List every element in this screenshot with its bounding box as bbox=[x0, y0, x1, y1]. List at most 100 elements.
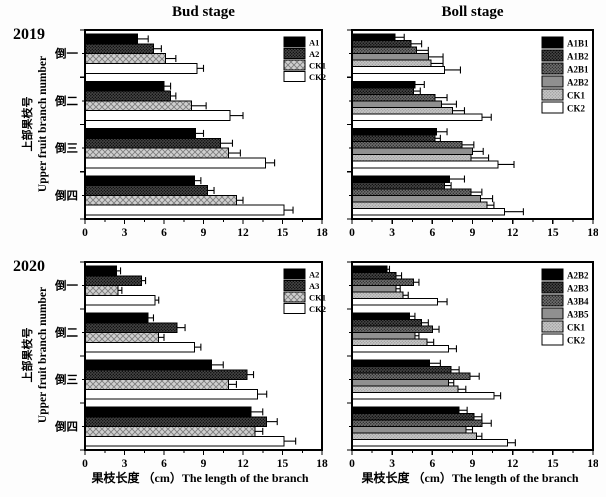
legend-label-CK1: CK1 bbox=[567, 91, 586, 101]
bar-CK1-倒二 bbox=[84, 332, 160, 343]
bar-A2B2-倒三 bbox=[351, 359, 431, 367]
x-tick-label: 18 bbox=[587, 458, 598, 470]
bar-CK2-倒四 bbox=[84, 204, 285, 216]
x-tick-label: 15 bbox=[547, 458, 559, 470]
bar-CK2-倒三 bbox=[84, 388, 258, 400]
legend-swatch-A2 bbox=[283, 48, 306, 59]
bar-CK2-倒二 bbox=[84, 110, 231, 121]
bar-CK2-倒一 bbox=[84, 62, 198, 74]
x-tick-label: 15 bbox=[277, 458, 289, 470]
legend-label-A3B4: A3B4 bbox=[567, 297, 589, 307]
bar-A3-倒三 bbox=[84, 369, 248, 380]
bar-A2B1-倒二 bbox=[351, 93, 436, 102]
bar-A3-倒二 bbox=[84, 322, 178, 333]
bar-CK1-倒一 bbox=[84, 53, 166, 64]
legend-label-CK1: CK1 bbox=[309, 293, 326, 303]
category-label: 倒四 bbox=[54, 188, 78, 202]
bar-CK1-倒一 bbox=[84, 285, 119, 296]
x-tick-label: 3 bbox=[389, 458, 395, 470]
legend-swatch-CK1 bbox=[283, 59, 306, 71]
legend-label-A1: A1 bbox=[309, 38, 319, 48]
legend-swatch-CK2 bbox=[283, 303, 306, 314]
bar-A2B2-倒一 bbox=[351, 265, 388, 273]
bar-A2B2-倒一 bbox=[351, 53, 429, 61]
bar-A2B2-倒四 bbox=[351, 406, 460, 414]
bar-A2B2-倒四 bbox=[351, 194, 482, 203]
bar-CK2-倒三 bbox=[351, 160, 499, 169]
bar-A1B2-倒三 bbox=[351, 134, 436, 143]
bar-A1-倒一 bbox=[84, 33, 139, 45]
chart-panel-2020-boll-stage: 0 3 6 9 12 15 18 A2B2 A2B3 A3B4 A3B5 CK1 CK2 bbox=[340, 261, 598, 475]
chart-panel-2019-boll-stage: 0 3 6 9 12 15 18 A1B1 A1B2 A2B1 A2B2 CK1 CK2 bbox=[340, 29, 598, 244]
bar-A2B1-倒一 bbox=[351, 46, 417, 55]
legend-swatch-CK2 bbox=[283, 71, 306, 82]
legend-swatch-CK2 bbox=[541, 101, 564, 114]
bar-CK1-倒四 bbox=[351, 432, 478, 440]
legend-label-CK2: CK2 bbox=[309, 304, 326, 314]
x-tick-label: 12 bbox=[507, 227, 519, 239]
legend-swatch-A2B2 bbox=[541, 268, 564, 281]
bar-A2B2-倒二 bbox=[351, 312, 411, 320]
legend-swatch-CK2 bbox=[541, 333, 564, 346]
bar-CK2-倒一 bbox=[351, 66, 445, 74]
bar-A3B5-倒二 bbox=[351, 332, 416, 340]
bar-CK1-倒二 bbox=[351, 106, 453, 115]
x-tick-label: 18 bbox=[316, 458, 328, 470]
bar-A2-倒一 bbox=[84, 265, 118, 277]
bar-A2B3-倒三 bbox=[351, 366, 452, 374]
bar-A2B3-倒四 bbox=[351, 413, 475, 421]
x-axis-title-left: 果枝长度 （cm）The length of the branch bbox=[91, 471, 309, 485]
bar-A1B1-倒四 bbox=[351, 175, 451, 183]
bar-A3B4-倒二 bbox=[351, 325, 433, 333]
bar-A3B4-倒一 bbox=[351, 278, 415, 286]
x-tick-label: 9 bbox=[201, 458, 207, 470]
legend-label-A2: A2 bbox=[309, 270, 319, 280]
bar-A1B2-倒一 bbox=[351, 40, 412, 48]
year-label-2019: 2019 bbox=[13, 26, 45, 43]
bar-A2B3-倒一 bbox=[351, 272, 397, 280]
bar-CK1-倒一 bbox=[351, 59, 432, 68]
category-label: 倒二 bbox=[54, 94, 78, 108]
bar-A2-倒四 bbox=[84, 406, 252, 418]
chart-panel-2020-bud-stage: 0 3 6 9 12 15 18 倒一 倒二 倒三 倒四 A2 A3 CK1 CK2 bbox=[48, 261, 330, 475]
bar-A1-倒三 bbox=[84, 128, 197, 139]
bar-CK2-倒三 bbox=[351, 392, 495, 400]
y-axis-label-zh: 上部果枝号 bbox=[22, 96, 34, 152]
legend-label-A1B1: A1B1 bbox=[567, 39, 589, 49]
x-tick-label: 12 bbox=[237, 227, 249, 239]
legend-label-A2B1: A2B1 bbox=[567, 65, 589, 75]
column-title-boll-stage: Boll stage bbox=[441, 4, 504, 20]
bar-A1B1-倒二 bbox=[351, 80, 416, 89]
bar-A2B2-倒二 bbox=[351, 100, 443, 108]
legend-swatch-A3B4 bbox=[541, 294, 564, 307]
category-label: 倒三 bbox=[54, 141, 78, 155]
x-tick-label: 6 bbox=[429, 458, 435, 470]
legend-swatch-CK1 bbox=[541, 320, 564, 333]
legend-label-CK1: CK1 bbox=[309, 61, 326, 71]
bar-CK1-倒三 bbox=[351, 154, 472, 162]
legend-swatch-A2B3 bbox=[541, 281, 564, 294]
legend-label-A2: A2 bbox=[309, 49, 319, 59]
bar-A2-倒一 bbox=[84, 43, 154, 55]
year-label-2020: 2020 bbox=[13, 258, 45, 275]
bar-A2-倒二 bbox=[84, 90, 172, 102]
bar-A3B5-倒四 bbox=[351, 426, 467, 434]
bar-CK2-倒四 bbox=[351, 207, 506, 216]
legend-swatch-A3 bbox=[283, 280, 306, 291]
bar-CK2-倒二 bbox=[351, 345, 449, 353]
x-axis-title-right: 果枝长度 （cm）The length of the branch bbox=[361, 471, 579, 485]
chart-panel-2019-bud-stage: 0 3 6 9 12 15 18 倒一 倒二 倒三 倒四 A1 A2 CK1 CK2 bbox=[48, 29, 330, 244]
x-tick-label: 3 bbox=[389, 227, 395, 239]
legend-swatch-CK1 bbox=[283, 291, 306, 303]
bar-A2B1-倒三 bbox=[351, 141, 463, 149]
legend-label-A2B3: A2B3 bbox=[567, 284, 589, 294]
legend-swatch-A1 bbox=[283, 36, 306, 48]
x-tick-label: 3 bbox=[122, 458, 128, 470]
bar-A3-倒四 bbox=[84, 416, 268, 427]
bar-A3B4-倒四 bbox=[351, 419, 483, 427]
legend-swatch-A2 bbox=[283, 268, 306, 280]
bar-CK2-倒四 bbox=[84, 435, 285, 447]
bar-CK2-倒四 bbox=[351, 439, 508, 447]
bar-CK1-倒二 bbox=[84, 100, 193, 112]
bar-CK1-倒四 bbox=[84, 194, 237, 206]
